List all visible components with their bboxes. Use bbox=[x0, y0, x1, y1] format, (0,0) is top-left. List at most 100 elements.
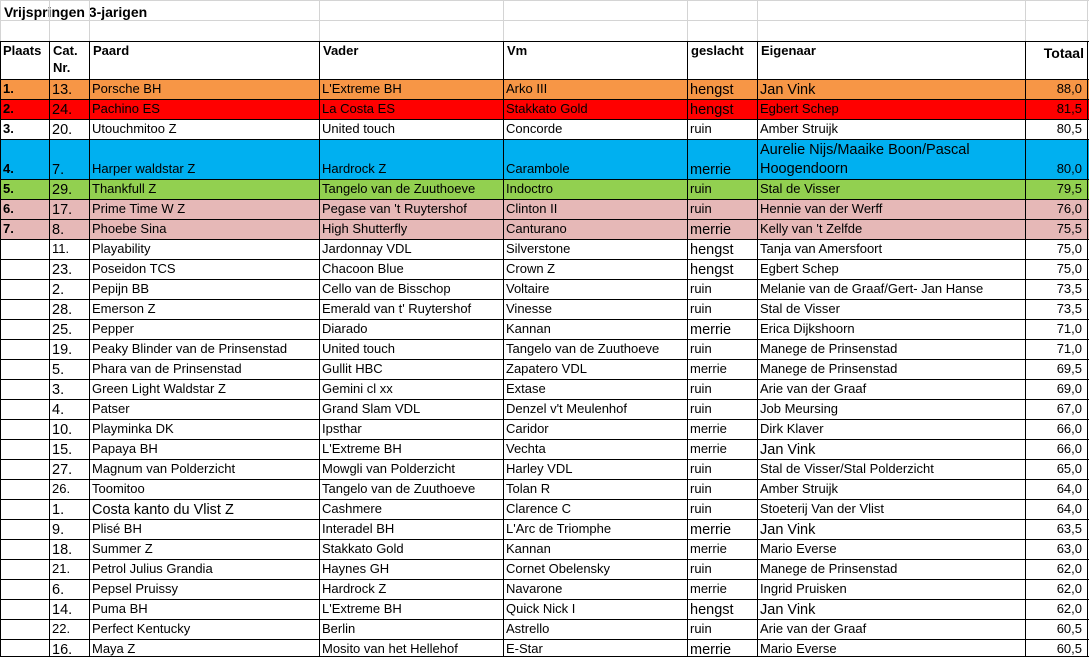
cell-vm[interactable]: Quick Nick I bbox=[506, 601, 576, 616]
table-row[interactable]: 5. 29. Thankfull Z Tangelo van de Zuuthoeve… bbox=[0, 179, 1089, 199]
cell-totaal[interactable]: 69,5 bbox=[1056, 361, 1082, 376]
table-row[interactable]: 11. Playability Jardonnay VDL Silverstone he… bbox=[0, 239, 1089, 259]
cell-cat[interactable]: 23. bbox=[52, 262, 73, 278]
cell-vader[interactable]: Berlin bbox=[322, 621, 356, 636]
cell-eigenaar[interactable]: Stoeterij Van der Vlist bbox=[760, 501, 885, 516]
cell-paard[interactable]: Harper waldstar Z bbox=[92, 161, 196, 176]
cell-vm[interactable]: Stakkato Gold bbox=[506, 101, 588, 116]
cell-eigenaar[interactable]: Stal de Visser/Stal Polderzicht bbox=[760, 461, 934, 476]
cell-vm[interactable]: Vinesse bbox=[506, 301, 553, 316]
header-vm[interactable]: Vm bbox=[507, 44, 528, 58]
cell-vm[interactable]: Kannan bbox=[506, 541, 551, 556]
cell-plaats[interactable] bbox=[3, 319, 47, 339]
cell-vm[interactable]: Harley VDL bbox=[506, 461, 573, 476]
cell-vader[interactable]: Tangelo van de Zuuthoeve bbox=[322, 481, 476, 496]
cell-paard[interactable]: Papaya BH bbox=[92, 441, 158, 456]
table-row[interactable]: 16. Maya Z Mosito van het Hellehof E-Star me… bbox=[0, 639, 1089, 659]
cell-geslacht[interactable]: ruin bbox=[690, 201, 712, 216]
cell-vader[interactable]: Cello van de Bisschop bbox=[322, 281, 451, 296]
cell-eigenaar[interactable]: Jan Vink bbox=[760, 442, 816, 458]
cell-plaats[interactable]: 6. bbox=[3, 201, 14, 216]
cell-cat[interactable]: 3. bbox=[52, 382, 65, 398]
cell-plaats[interactable] bbox=[3, 539, 47, 559]
cell-vm[interactable]: Silverstone bbox=[506, 241, 571, 256]
cell-vm[interactable]: Crown Z bbox=[506, 261, 556, 276]
cell-vm[interactable]: Vechta bbox=[506, 441, 546, 456]
cell-vm[interactable]: Canturano bbox=[506, 221, 567, 236]
cell-paard[interactable]: Green Light Waldstar Z bbox=[92, 381, 226, 396]
cell-vm[interactable]: Tangelo van de Zuuthoeve bbox=[506, 341, 660, 356]
cell-eigenaar[interactable]: Egbert Schep bbox=[760, 101, 839, 116]
cell-vader[interactable]: Tangelo van de Zuuthoeve bbox=[322, 181, 476, 196]
cell-vm[interactable]: Arko III bbox=[506, 81, 548, 96]
cell-cat[interactable]: 20. bbox=[52, 122, 73, 138]
cell-paard[interactable]: Thankfull Z bbox=[92, 181, 157, 196]
table-row[interactable]: 4. Patser Grand Slam VDL Denzel v't Meulenh… bbox=[0, 399, 1089, 419]
table-row[interactable]: 14. Puma BH L'Extreme BH Quick Nick I hengst… bbox=[0, 599, 1089, 619]
cell-vm[interactable]: Cornet Obelensky bbox=[506, 561, 611, 576]
cell-vm[interactable]: Clarence C bbox=[506, 501, 572, 516]
cell-plaats[interactable] bbox=[3, 259, 47, 279]
cell-totaal[interactable]: 62,0 bbox=[1056, 581, 1082, 596]
cell-vader[interactable]: Emerald van t' Ruytershof bbox=[322, 301, 472, 316]
cell-vader[interactable]: Mosito van het Hellehof bbox=[322, 641, 458, 656]
cell-eigenaar[interactable]: Amber Struijk bbox=[760, 121, 839, 136]
cell-vm[interactable]: Voltaire bbox=[506, 281, 550, 296]
cell-paard[interactable]: Emerson Z bbox=[92, 301, 156, 316]
cell-vm[interactable]: Zapatero VDL bbox=[506, 361, 587, 376]
cell-geslacht[interactable]: ruin bbox=[690, 401, 712, 416]
cell-cat[interactable]: 2. bbox=[52, 282, 65, 298]
cell-eigenaar[interactable]: Jan Vink bbox=[760, 522, 816, 538]
cell-geslacht[interactable]: ruin bbox=[690, 381, 712, 396]
cell-vader[interactable]: United touch bbox=[322, 341, 395, 356]
cell-eigenaar[interactable]: Erica Dijkshoorn bbox=[760, 321, 855, 336]
cell-paard[interactable]: Pachino ES bbox=[92, 101, 160, 116]
cell-plaats[interactable] bbox=[3, 579, 47, 599]
table-row[interactable]: 21. Petrol Julius Grandia Haynes GH Cornet … bbox=[0, 559, 1089, 579]
cell-plaats[interactable] bbox=[3, 359, 47, 379]
table-row[interactable]: 19. Peaky Blinder van de Prinsenstad Unite… bbox=[0, 339, 1089, 359]
cell-paard[interactable]: Petrol Julius Grandia bbox=[92, 561, 213, 576]
cell-totaal[interactable]: 75,0 bbox=[1056, 261, 1082, 276]
cell-plaats[interactable] bbox=[3, 279, 47, 299]
cell-geslacht[interactable]: ruin bbox=[690, 301, 712, 316]
table-row[interactable]: 23. Poseidon TCS Chacoon Blue Crown Z hengst… bbox=[0, 259, 1089, 279]
cell-paard[interactable]: Pepper bbox=[92, 321, 134, 336]
cell-totaal[interactable]: 71,0 bbox=[1056, 341, 1082, 356]
header-plaats[interactable]: Plaats bbox=[3, 44, 42, 58]
cell-eigenaar[interactable]: Dirk Klaver bbox=[760, 421, 824, 436]
cell-vm[interactable]: Caridor bbox=[506, 421, 549, 436]
cell-totaal[interactable]: 75,5 bbox=[1056, 221, 1082, 236]
cell-cat[interactable]: 8. bbox=[52, 222, 65, 238]
cell-vader[interactable]: Interadel BH bbox=[322, 521, 395, 536]
cell-cat[interactable]: 4. bbox=[52, 402, 65, 418]
cell-geslacht[interactable]: ruin bbox=[690, 481, 712, 496]
cell-vm[interactable]: Extase bbox=[506, 381, 546, 396]
cell-geslacht[interactable]: hengst bbox=[690, 242, 734, 258]
cell-vader[interactable]: L'Extreme BH bbox=[322, 81, 402, 96]
cell-vader[interactable]: L'Extreme BH bbox=[322, 601, 402, 616]
cell-vader[interactable]: Cashmere bbox=[322, 501, 382, 516]
cell-vm[interactable]: Carambole bbox=[506, 161, 570, 176]
cell-totaal[interactable]: 63,0 bbox=[1056, 541, 1082, 556]
cell-geslacht[interactable]: merrie bbox=[690, 642, 732, 658]
cell-totaal[interactable]: 66,0 bbox=[1056, 441, 1082, 456]
cell-eigenaar[interactable]: Stal de Visser bbox=[760, 301, 840, 316]
cell-plaats[interactable] bbox=[3, 379, 47, 399]
table-row[interactable]: 7. 8. Phoebe Sina High Shutterfly Canturano m… bbox=[0, 219, 1089, 239]
cell-totaal[interactable]: 64,0 bbox=[1056, 501, 1082, 516]
cell-vm[interactable]: Navarone bbox=[506, 581, 563, 596]
cell-totaal[interactable]: 76,0 bbox=[1056, 201, 1082, 216]
cell-plaats[interactable] bbox=[3, 239, 47, 259]
cell-cat[interactable]: 13. bbox=[52, 82, 73, 98]
header-geslacht[interactable]: geslacht bbox=[691, 44, 744, 58]
table-row[interactable]: 4. 7. Harper waldstar Z Hardrock Z Carambole… bbox=[0, 139, 1089, 179]
table-row[interactable]: 22. Perfect Kentucky Berlin Astrello ruin Ari… bbox=[0, 619, 1089, 639]
cell-paard[interactable]: Utouchmitoo Z bbox=[92, 121, 177, 136]
cell-plaats[interactable] bbox=[3, 419, 47, 439]
cell-vader[interactable]: Stakkato Gold bbox=[322, 541, 404, 556]
header-totaal[interactable]: Totaal bbox=[1043, 46, 1084, 61]
cell-vm[interactable]: Clinton II bbox=[506, 201, 558, 216]
cell-cat[interactable]: 7. bbox=[52, 162, 65, 178]
cell-paard[interactable]: Puma BH bbox=[92, 601, 148, 616]
